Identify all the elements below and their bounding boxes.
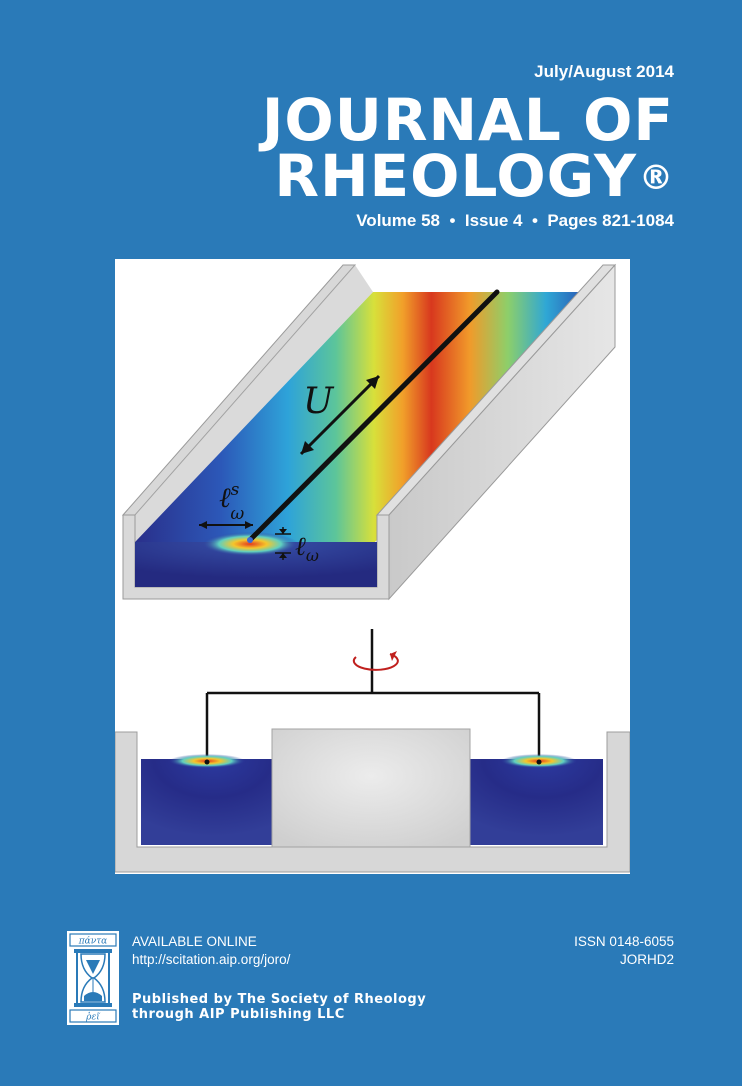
society-logo: πάντα ῥεῖ [66,930,120,1026]
publisher-line-2: through AIP Publishing LLC [132,1007,345,1022]
issue-date: July/August 2014 [534,62,674,81]
issn-number: ISSN 0148-6055 [574,934,674,949]
logo-top-text: πάντα [78,936,108,947]
publisher-line-1: Published by The Society of Rheology [132,992,427,1007]
channel-3d-diagram: U ℓs ω ℓω [121,263,617,601]
journal-url-link[interactable]: http://scitation.aip.org/joro/ [132,952,291,967]
volume-issue-pages: Volume 58 • Issue 4 • Pages 821-1084 [356,211,674,230]
available-online-label: AVAILABLE ONLINE [132,934,257,949]
logo-bottom-text: ῥεῖ [85,1012,101,1023]
title-line-2-text: RHEOLOGY [274,142,637,210]
cover-illustration: U ℓs ω ℓω [115,259,630,874]
publisher-info: Published by The Society of Rheology thr… [132,992,426,1022]
journal-title: JOURNAL OF RHEOLOGY® [261,86,674,205]
rheometer-diagram [115,629,630,873]
registered-mark: ® [639,158,674,198]
title-line-2: RHEOLOGY® [262,147,674,205]
title-line-1: JOURNAL OF [261,86,674,154]
slip-length-label: ℓs ω [219,480,244,524]
layer-thickness-label: ℓω [295,532,319,565]
online-info: AVAILABLE ONLINE http://scitation.aip.or… [132,933,290,969]
issn-info: ISSN 0148-6055 JORHD2 [574,933,674,969]
coden-code: JORHD2 [619,952,674,967]
velocity-label: U [303,381,335,422]
